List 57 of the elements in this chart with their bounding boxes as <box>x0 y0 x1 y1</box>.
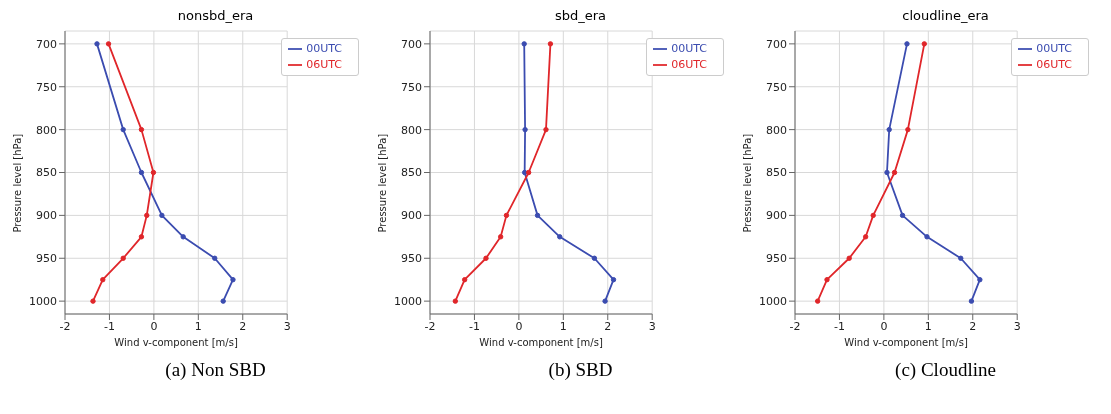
legend-label: 06UTC <box>306 58 342 71</box>
y-tick-label: 700 <box>36 37 57 51</box>
y-tick-label: 750 <box>766 80 787 94</box>
y-tick-label: 900 <box>401 209 422 223</box>
legend-label: 00UTC <box>306 42 342 55</box>
y-tick-label: 1000 <box>759 295 787 309</box>
legend-label: 06UTC <box>671 58 707 71</box>
y-tick-label: 750 <box>36 80 57 94</box>
x-axis-title: Wind v-component [m/s] <box>479 337 603 348</box>
x-tick-label: -1 <box>103 319 115 333</box>
x-tick-label: 3 <box>283 319 291 333</box>
y-tick-label: 700 <box>401 37 422 51</box>
y-tick-label: 950 <box>766 252 787 266</box>
legend-label: 00UTC <box>671 42 707 55</box>
x-tick-label: 3 <box>648 319 656 333</box>
y-tick-label: 850 <box>401 166 422 180</box>
y-tick-label: 1000 <box>394 295 422 309</box>
x-tick-label: -2 <box>424 319 436 333</box>
x-tick-label: 0 <box>515 319 523 333</box>
y-tick-label: 750 <box>401 80 422 94</box>
chart-title: nonsbd_era <box>176 8 255 25</box>
x-tick-label: -2 <box>59 319 71 333</box>
x-tick-label: 3 <box>1013 319 1021 333</box>
x-axis-title: Wind v-component [m/s] <box>114 337 238 348</box>
x-tick-label: 1 <box>559 319 567 333</box>
y-tick-label: 850 <box>36 166 57 180</box>
y-tick-label: 800 <box>766 123 787 137</box>
text: (c) Cloudline <box>894 359 997 381</box>
x-tick-label: -2 <box>789 319 801 333</box>
x-axis-title: Wind v-component [m/s] <box>844 337 968 348</box>
y-tick-label: 800 <box>36 123 57 137</box>
y-tick-label: 950 <box>36 252 57 266</box>
legend-label: 00UTC <box>1036 42 1072 55</box>
x-tick-label: 1 <box>194 319 202 333</box>
text: (a) Non SBD <box>164 359 267 381</box>
y-axis-title: Pressure level [hPa] <box>741 133 753 233</box>
legend-label: 06UTC <box>1036 58 1072 71</box>
y-tick-label: 1000 <box>29 295 57 309</box>
x-tick-label: 2 <box>604 319 612 333</box>
text: (b) SBD <box>547 359 614 381</box>
x-tick-label: -1 <box>833 319 845 333</box>
y-axis-title: Pressure level [hPa] <box>11 133 23 233</box>
y-tick-label: 850 <box>766 166 787 180</box>
x-tick-label: -1 <box>468 319 480 333</box>
y-tick-label: 700 <box>766 37 787 51</box>
y-axis-title: Pressure level [hPa] <box>376 133 388 233</box>
y-tick-label: 950 <box>401 252 422 266</box>
x-tick-label: 2 <box>239 319 247 333</box>
chart-title: cloudline_era <box>901 8 990 25</box>
x-tick-label: 1 <box>924 319 932 333</box>
y-tick-label: 900 <box>766 209 787 223</box>
x-tick-label: 2 <box>969 319 977 333</box>
y-tick-label: 900 <box>36 209 57 223</box>
x-tick-label: 0 <box>150 319 158 333</box>
chart-title: sbd_era <box>553 8 608 25</box>
x-tick-label: 0 <box>880 319 888 333</box>
y-tick-label: 800 <box>401 123 422 137</box>
